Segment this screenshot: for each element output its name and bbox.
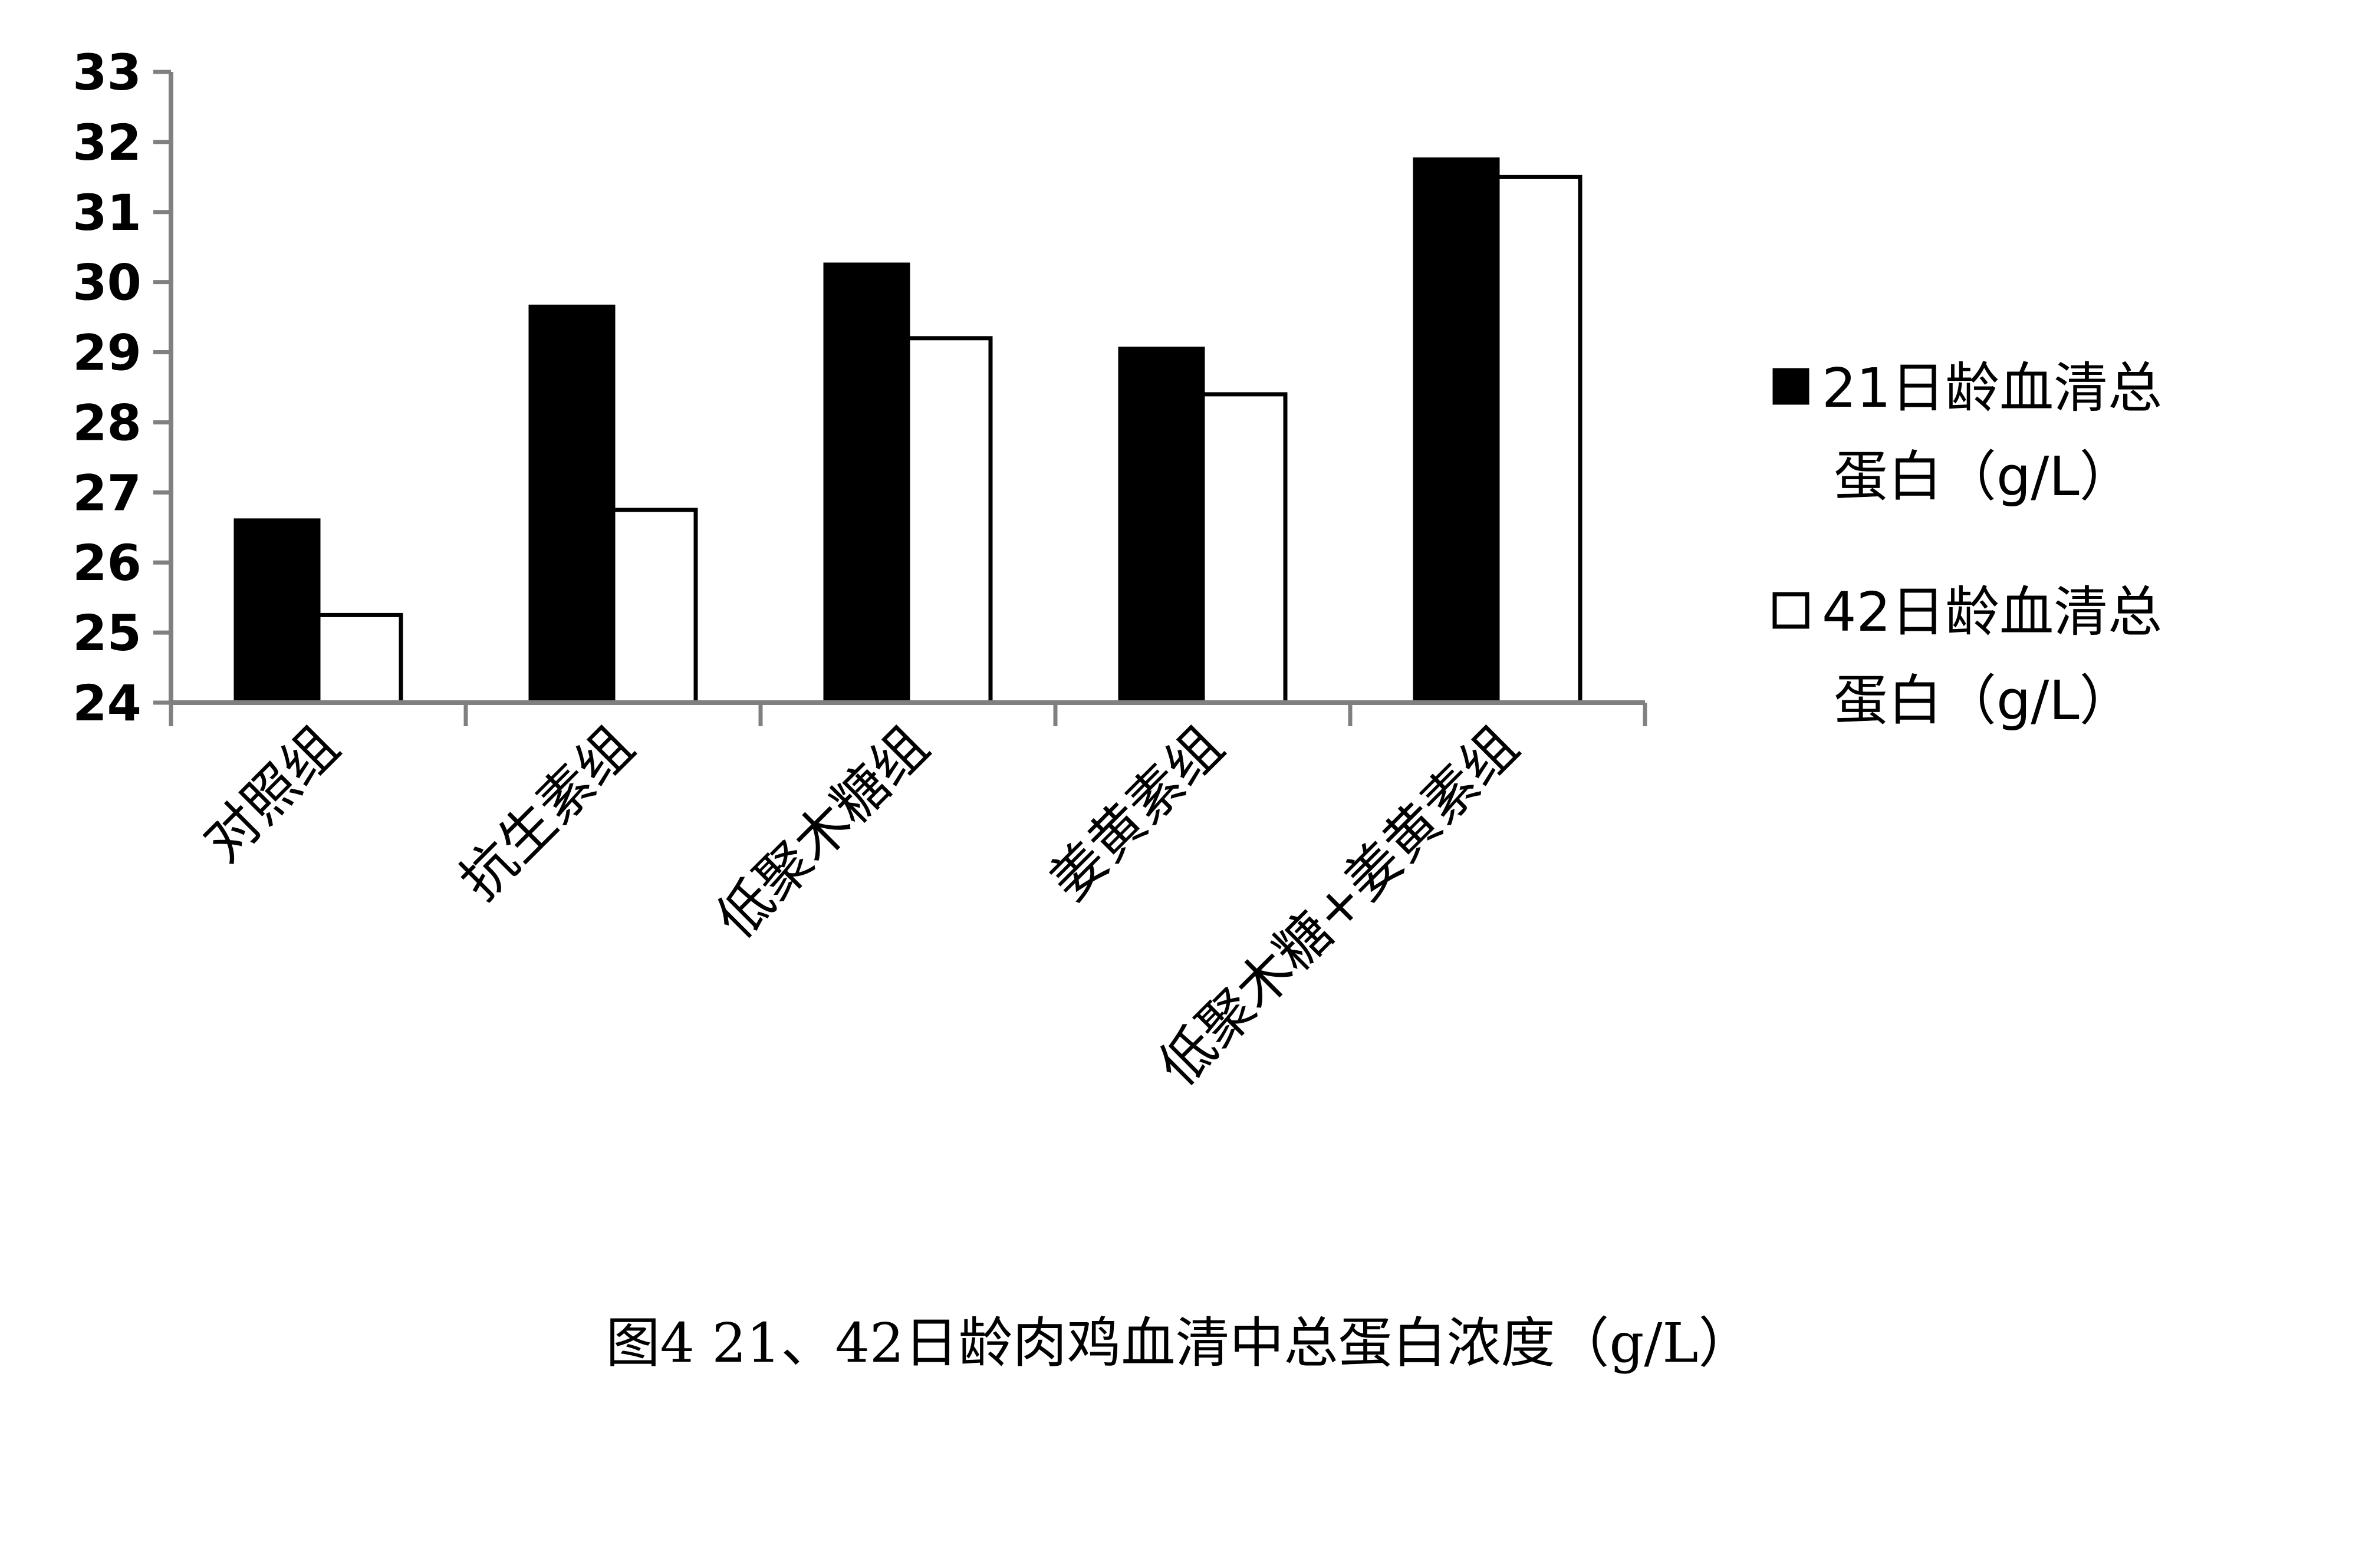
category-label: 姜黄素组: [1038, 714, 1236, 913]
category-label: 对照组: [192, 714, 351, 874]
bar-series2-3: [906, 336, 993, 705]
bar-series1-3: [823, 262, 910, 705]
y-tick-label: 32: [73, 114, 142, 172]
y-tick-label: 31: [73, 184, 142, 242]
y-tick-label: 29: [73, 324, 142, 382]
bar-series2-4: [1200, 392, 1288, 705]
category-label: 低聚木糖组: [705, 714, 941, 951]
axes-layer: [169, 72, 1645, 705]
bar-series2-5: [1495, 174, 1582, 705]
y-tick-label: 25: [73, 604, 142, 662]
bar-series1-4: [1118, 347, 1205, 705]
legend-label: 21日龄血清总: [1822, 357, 2162, 420]
chart-caption: 图4 21、42日龄肉鸡血清中总蛋白浓度（g/L）: [606, 1312, 1753, 1375]
bar-series2-2: [611, 508, 698, 705]
bar-series1-2: [528, 304, 616, 705]
legend-swatch: [1772, 592, 1809, 629]
bars-layer: [233, 157, 1582, 705]
y-tick-label: 30: [73, 254, 142, 312]
category-label: 抗生素组: [448, 714, 646, 913]
y-ticks: 24 25 26 27 28 29 30 31 32 33: [73, 44, 171, 732]
legend-label: 蛋白（g/L）: [1834, 445, 2134, 508]
legend-label: 42日龄血清总: [1822, 581, 2162, 644]
y-tick-label: 24: [73, 674, 142, 732]
bar-series1-5: [1413, 157, 1500, 705]
legend-swatch: [1772, 368, 1809, 405]
y-tick-label: 26: [73, 534, 142, 592]
y-tick-label: 33: [73, 44, 142, 101]
y-tick-label: 28: [73, 394, 142, 452]
bar-series1-1: [233, 518, 321, 705]
y-tick-label: 27: [73, 464, 142, 522]
bar-series2-1: [316, 612, 403, 705]
legend-label: 蛋白（g/L）: [1834, 669, 2134, 732]
